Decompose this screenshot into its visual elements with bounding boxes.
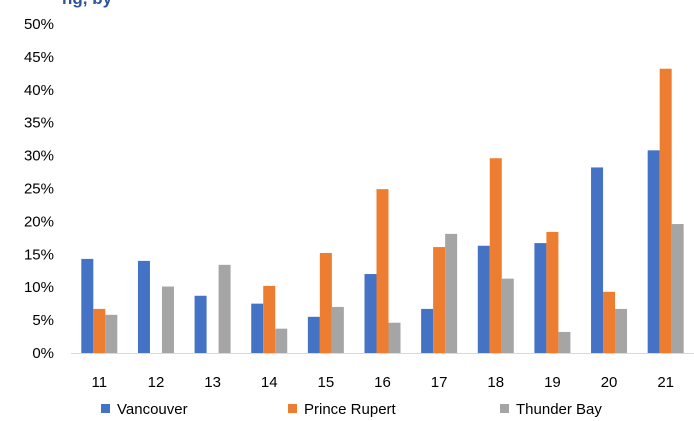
bar-thunder-bay — [615, 308, 628, 353]
x-tick-label: 15 — [318, 374, 335, 391]
bar-prince-rupert — [263, 285, 276, 353]
y-tick-label: 30% — [24, 148, 54, 165]
bar-prince-rupert — [659, 68, 672, 353]
y-tick-label: 5% — [32, 312, 54, 329]
bar-vancouver — [421, 308, 434, 353]
bar-thunder-bay — [275, 328, 288, 353]
y-tick-label: 50% — [24, 16, 54, 33]
y-tick-label: 25% — [24, 181, 54, 198]
bar-prince-rupert — [376, 189, 389, 353]
legend-swatch — [500, 404, 509, 413]
bar-prince-rupert — [433, 247, 446, 353]
bars — [81, 68, 684, 353]
bar-prince-rupert — [93, 308, 106, 353]
bar-prince-rupert — [546, 231, 559, 353]
x-tick-label: 11 — [92, 374, 108, 391]
bar-prince-rupert — [489, 158, 502, 353]
x-tick-label: 17 — [431, 374, 448, 391]
bar-vancouver — [137, 260, 150, 353]
y-tick-label: 35% — [24, 115, 54, 132]
bar-vancouver — [81, 258, 94, 353]
bar-vancouver — [647, 150, 660, 353]
bar-vancouver — [477, 245, 490, 353]
bar-prince-rupert — [319, 252, 332, 353]
x-tick-label: 19 — [544, 374, 561, 391]
legend-label: Vancouver — [117, 401, 188, 418]
bar-prince-rupert — [603, 291, 616, 353]
bar-vancouver — [194, 295, 207, 353]
y-tick-label: 10% — [24, 279, 54, 296]
y-tick-label: 45% — [24, 49, 54, 66]
legend-label: Prince Rupert — [304, 401, 397, 418]
x-tick-label: 14 — [261, 374, 278, 391]
y-tick-label: 15% — [24, 246, 54, 263]
y-axis: 0% 5% 10% 15% 20% 25% 30% 35% 40% 45% 50% — [24, 16, 54, 362]
bar-vancouver — [364, 274, 377, 353]
x-tick-label: 18 — [487, 374, 504, 391]
x-tick-label: 21 — [657, 374, 674, 391]
bar-thunder-bay — [671, 224, 684, 353]
bar-thunder-bay — [558, 331, 571, 353]
y-tick-label: 0% — [32, 345, 54, 362]
bar-thunder-bay — [445, 233, 458, 353]
y-tick-label: 40% — [24, 82, 54, 99]
legend: Vancouver Prince Rupert Thunder Bay — [101, 401, 602, 418]
bar-thunder-bay — [388, 322, 401, 353]
bar-vancouver — [251, 303, 264, 353]
chart-title: ng, by — [62, 0, 112, 9]
x-tick-label: 12 — [148, 374, 165, 391]
x-axis: 11 12 13 14 15 16 17 18 19 20 21 — [71, 353, 694, 391]
bar-thunder-bay — [105, 314, 118, 353]
x-tick-label: 16 — [374, 374, 391, 391]
bar-thunder-bay — [218, 264, 231, 353]
legend-swatch — [101, 404, 110, 413]
bar-thunder-bay — [501, 278, 514, 353]
legend-label: Thunder Bay — [516, 401, 602, 418]
y-tick-label: 20% — [24, 213, 54, 230]
bar-vancouver — [534, 243, 547, 353]
bar-vancouver — [591, 167, 604, 353]
x-tick-label: 20 — [601, 374, 618, 391]
bar-thunder-bay — [161, 286, 174, 353]
legend-swatch — [288, 404, 297, 413]
bar-vancouver — [307, 316, 320, 353]
x-tick-label: 13 — [204, 374, 221, 391]
bar-thunder-bay — [331, 306, 344, 353]
